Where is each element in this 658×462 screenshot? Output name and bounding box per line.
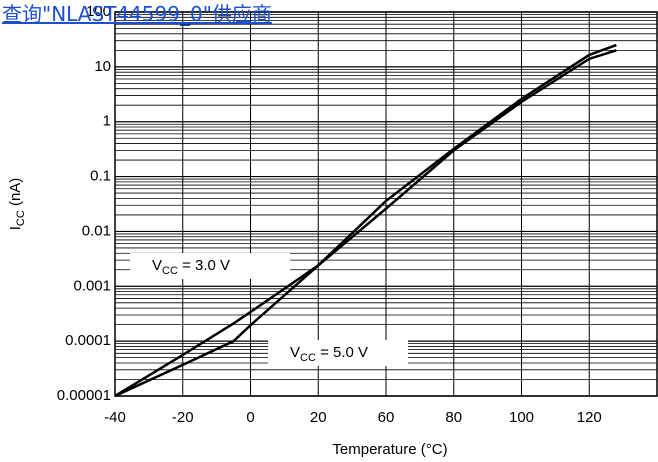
x-tick-label: 100	[509, 409, 534, 426]
series-line	[114, 43, 617, 398]
x-tick-label: 120	[577, 409, 602, 426]
annotation-main: V	[290, 344, 300, 361]
annotation: VCC = 5.0 V	[290, 344, 368, 364]
y-tick-label: 100	[86, 3, 111, 20]
y-tick-label: 0.01	[82, 222, 111, 239]
x-tick-label: -20	[172, 409, 194, 426]
y-axis-title-sub: CC	[15, 210, 27, 226]
y-axis-title: ICC (nA)	[7, 178, 27, 231]
x-tick-label: 80	[445, 409, 462, 426]
y-tick-label: 0.001	[73, 277, 111, 294]
y-tick-label: 0.0001	[65, 332, 111, 349]
plot-border	[114, 11, 658, 397]
annotation-sub: CC	[300, 352, 316, 364]
x-tick-label: 20	[310, 409, 327, 426]
x-axis-title: Temperature (°C)	[332, 441, 447, 458]
annotation-box	[130, 253, 290, 279]
annotation-main: V	[152, 257, 162, 274]
y-axis-title-rest: (nA)	[7, 178, 24, 211]
annotation-sub: CC	[162, 265, 178, 277]
series-line	[114, 49, 617, 398]
y-tick-label: 0.1	[90, 168, 111, 185]
x-tick-label: 0	[246, 409, 254, 426]
y-tick-label: 10	[94, 58, 111, 75]
y-axis-title-main: I	[7, 226, 24, 230]
y-tick-label: 1	[103, 113, 111, 130]
annotation-rest: = 3.0 V	[178, 257, 230, 274]
y-tick-label: 0.00001	[57, 387, 111, 404]
annotation-rest: = 5.0 V	[316, 344, 368, 361]
header-link[interactable]: 查询"NLAST44599_0"供应商	[2, 2, 272, 26]
x-tick-label: -40	[104, 409, 126, 426]
annotation-box	[268, 340, 408, 366]
x-tick-label: 60	[378, 409, 395, 426]
annotation: VCC = 3.0 V	[152, 257, 230, 277]
